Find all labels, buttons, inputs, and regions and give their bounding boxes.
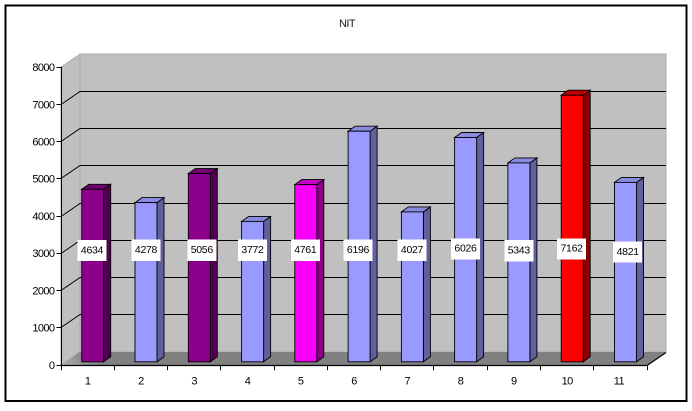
svg-text:3772: 3772: [241, 244, 264, 256]
svg-text:3: 3: [191, 376, 197, 388]
svg-text:2000: 2000: [32, 285, 55, 297]
svg-text:1000: 1000: [32, 323, 55, 335]
svg-text:4821: 4821: [617, 246, 640, 258]
svg-text:4027: 4027: [401, 244, 424, 256]
svg-text:4278: 4278: [135, 244, 158, 256]
svg-text:6026: 6026: [454, 243, 477, 255]
svg-text:0: 0: [49, 360, 55, 372]
svg-text:6196: 6196: [347, 244, 370, 256]
svg-text:4634: 4634: [81, 244, 104, 256]
svg-text:7: 7: [405, 376, 411, 388]
svg-text:4761: 4761: [294, 244, 317, 256]
svg-text:5343: 5343: [508, 245, 531, 257]
svg-text:11: 11: [614, 376, 625, 388]
svg-text:5000: 5000: [32, 174, 55, 186]
svg-text:8000: 8000: [32, 62, 55, 74]
svg-text:5056: 5056: [191, 244, 214, 256]
svg-text:4000: 4000: [32, 211, 55, 223]
svg-text:6000: 6000: [32, 137, 55, 149]
svg-text:3000: 3000: [32, 248, 55, 260]
svg-text:7000: 7000: [32, 99, 55, 111]
svg-text:6: 6: [351, 376, 357, 388]
svg-text:7162: 7162: [561, 243, 584, 255]
svg-text:2: 2: [138, 376, 144, 388]
svg-text:5: 5: [298, 376, 304, 388]
svg-text:NIT: NIT: [339, 18, 356, 30]
svg-text:10: 10: [562, 376, 574, 388]
svg-text:9: 9: [511, 376, 517, 388]
svg-text:8: 8: [458, 376, 464, 388]
svg-text:1: 1: [85, 376, 91, 388]
svg-text:4: 4: [245, 376, 251, 388]
